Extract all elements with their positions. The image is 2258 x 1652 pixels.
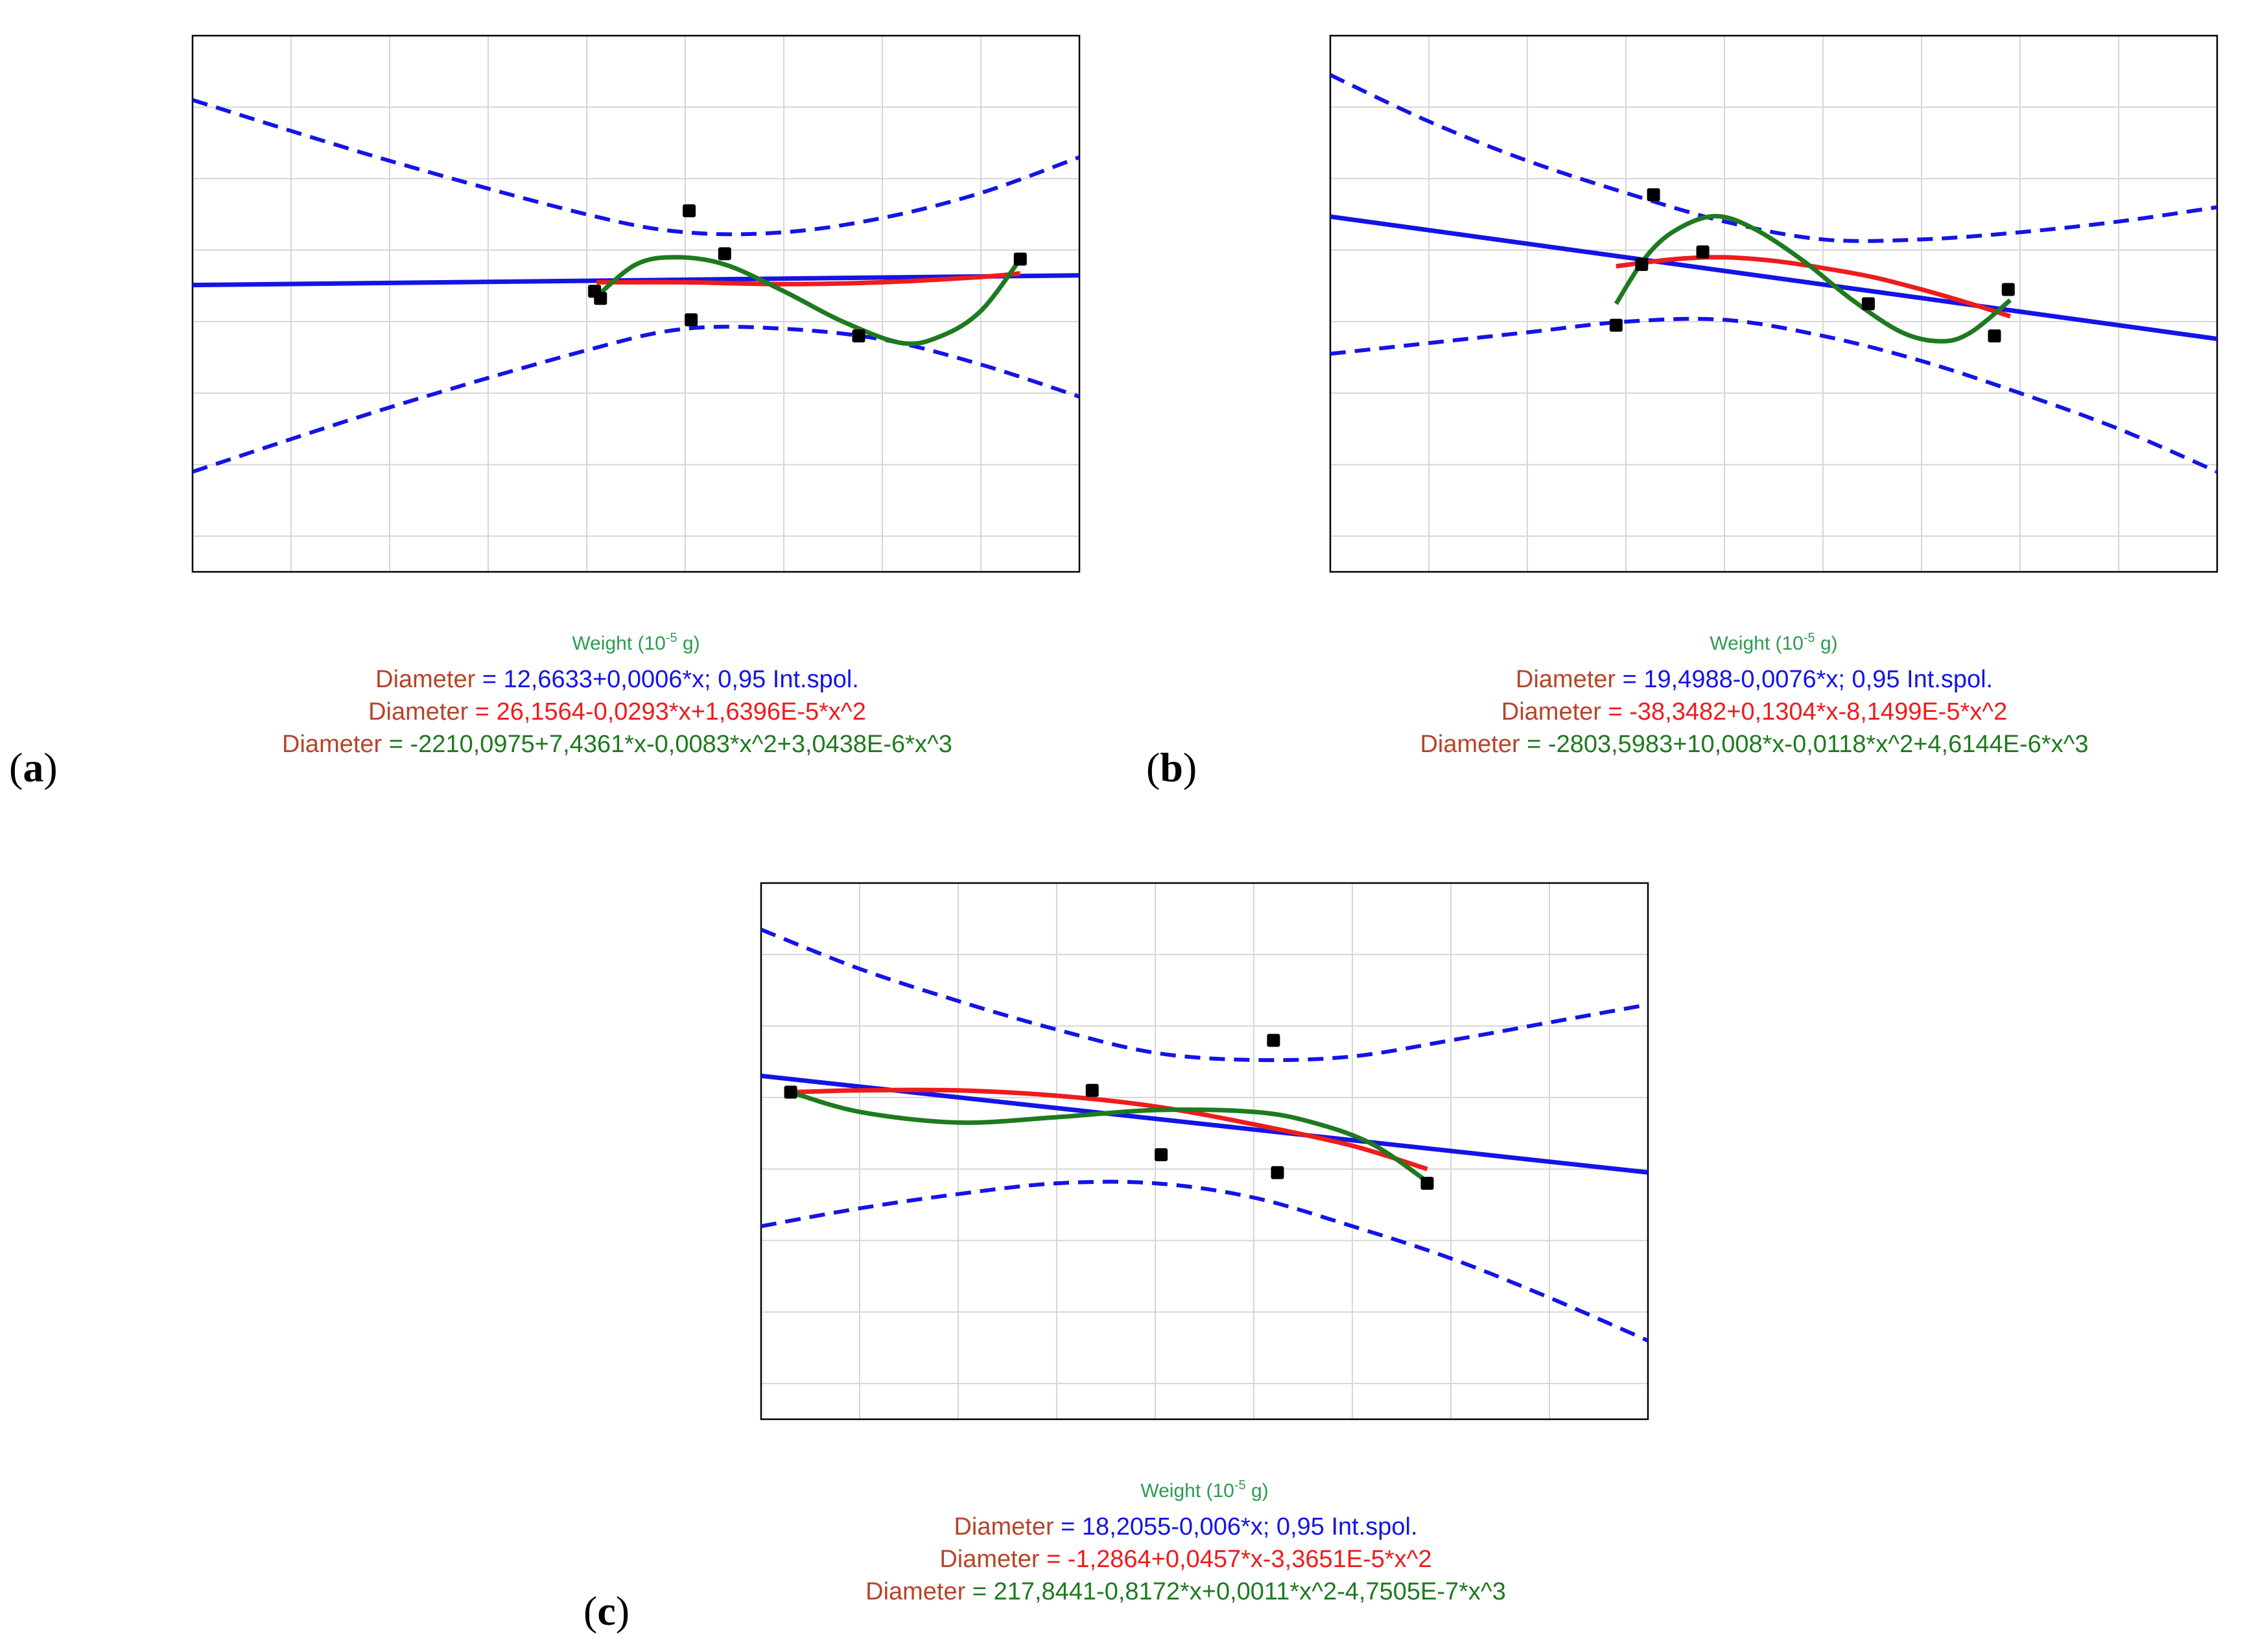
plot-area: [1330, 73, 2217, 474]
data-point: [852, 329, 865, 343]
x-label-text: Weight (10: [1710, 633, 1804, 654]
data-point: [1609, 318, 1623, 332]
chart-panel-c: Weight (10-5 g) Diameter = 18,2055-0,006*…: [583, 882, 1649, 1634]
x-axis-label: Weight (10-5 g): [572, 631, 700, 654]
x-label-unit: g): [677, 633, 700, 654]
data-point: [594, 292, 607, 305]
equation-equals: =: [1039, 1546, 1067, 1573]
panel-label: (a): [9, 744, 58, 790]
x-label-text: Weight (10: [572, 633, 666, 654]
data-point: [1696, 245, 1710, 259]
data-point: [718, 247, 731, 261]
data-point: [1267, 1033, 1280, 1047]
x-label-unit: g): [1815, 633, 1838, 654]
panel-label: (c): [583, 1588, 629, 1634]
confidence-band-upper: [1330, 73, 2217, 243]
fit-equation-cubic: Diameter = 217,8441-0,8172*x+0,0011*x^2-…: [865, 1578, 1506, 1605]
plot-frame: [191, 34, 1081, 573]
equation-equals: =: [468, 698, 496, 726]
equation-formula: 12,6633+0,0006*x; 0,95 Int.spol.: [504, 666, 859, 693]
equation-name: Diameter: [865, 1578, 965, 1605]
equation-name: Diameter: [1516, 666, 1616, 693]
confidence-band-lower: [1330, 316, 2217, 474]
plot-area: [761, 927, 1648, 1343]
data-point: [1647, 188, 1660, 202]
equation-equals: =: [1054, 1513, 1082, 1540]
equation-formula: -2803,5983+10,008*x-0,0118*x^2+4,6144E-6…: [1548, 731, 2089, 758]
fit-equation-quadratic: Diameter = -1,2864+0,0457*x-3,3651E-5*x^…: [939, 1546, 1431, 1573]
x-axis-label: Weight (10-5 g): [1140, 1478, 1268, 1502]
data-point: [2001, 283, 2015, 296]
equation-name: Diameter: [368, 698, 468, 726]
quadratic-fit-line: [1616, 255, 2011, 319]
data-point: [1271, 1166, 1284, 1179]
equation-formula: 19,4988-0,0076*x; 0,95 Int.spol.: [1643, 666, 1993, 693]
panel-letter: b: [1160, 744, 1183, 790]
fit-equation-cubic: Diameter = -2210,0975+7,4361*x-0,0083*x^…: [282, 731, 952, 758]
data-point: [1013, 252, 1027, 266]
data-point: [1155, 1148, 1168, 1162]
data-point: [683, 204, 696, 218]
equation-equals: =: [965, 1578, 993, 1605]
equation-formula: -38,3482+0,1304*x-8,1499E-5*x^2: [1629, 698, 2007, 726]
data-point: [1988, 329, 2001, 343]
equation-name: Diameter: [939, 1546, 1039, 1573]
equation-name: Diameter: [1501, 698, 1601, 726]
equation-name: Diameter: [375, 666, 475, 693]
confidence-band-lower: [761, 1179, 1648, 1343]
panel-letter: a: [23, 744, 43, 790]
x-label-text: Weight (10: [1140, 1480, 1234, 1502]
data-point: [685, 313, 698, 327]
fit-equation-cubic: Diameter = -2803,5983+10,008*x-0,0118*x^…: [1420, 731, 2088, 758]
data-point: [1085, 1083, 1099, 1097]
x-label-exponent: -5: [1234, 1478, 1246, 1493]
equation-name: Diameter: [1420, 731, 1520, 758]
equation-equals: =: [1616, 666, 1643, 693]
equation-equals: =: [1520, 731, 1548, 758]
data-point: [1635, 257, 1649, 271]
plot-area: [193, 98, 1079, 474]
quadratic-fit-line: [790, 1087, 1428, 1172]
x-label-unit: g): [1246, 1480, 1269, 1502]
confidence-band-upper: [193, 98, 1079, 237]
equation-formula: 26,1564-0,0293*x+1,6396E-5*x^2: [497, 698, 866, 726]
data-point: [1420, 1177, 1434, 1190]
panel-letter: c: [597, 1588, 615, 1634]
chart-panel-a: Weight (10-5 g) Diameter = 12,6633+0,0006…: [9, 34, 1081, 790]
plot-frame: [1329, 34, 2218, 573]
quadratic-fit-line: [596, 271, 1021, 287]
equation-formula: 18,2055-0,006*x; 0,95 Int.spol.: [1082, 1513, 1418, 1540]
fit-equation-quadratic: Diameter = 26,1564-0,0293*x+1,6396E-5*x^…: [368, 698, 866, 726]
panel-label: (b): [1146, 744, 1197, 790]
linear-fit-line: [1330, 214, 2217, 342]
chart-panel-b: Weight (10-5 g) Diameter = 19,4988-0,0076…: [1146, 34, 2218, 790]
equation-name: Diameter: [954, 1513, 1053, 1540]
equation-formula: -2210,0975+7,4361*x-0,0083*x^2+3,0438E-6…: [410, 731, 952, 758]
data-point: [1861, 297, 1875, 311]
equation-formula: -1,2864+0,0457*x-3,3651E-5*x^2: [1068, 1546, 1432, 1573]
equation-name: Diameter: [282, 731, 382, 758]
x-axis-label: Weight (10-5 g): [1710, 631, 1837, 654]
plot-frame: [760, 882, 1649, 1421]
cubic-fit-line: [790, 1090, 1429, 1184]
x-label-exponent: -5: [1804, 631, 1815, 645]
confidence-band-lower: [193, 324, 1079, 474]
equation-equals: =: [382, 731, 410, 758]
x-label-exponent: -5: [666, 631, 677, 645]
fit-equation-linear: Diameter = 19,4988-0,0076*x; 0,95 Int.sp…: [1516, 666, 1993, 693]
cubic-fit-line: [1614, 213, 2012, 344]
equation-equals: =: [1601, 698, 1629, 726]
data-point: [784, 1085, 797, 1099]
equation-formula: 217,8441-0,8172*x+0,0011*x^2-4,7505E-7*x…: [994, 1578, 1506, 1605]
fit-equation-linear: Diameter = 12,6633+0,0006*x; 0,95 Int.sp…: [375, 666, 859, 693]
confidence-band-upper: [761, 927, 1648, 1063]
cubic-fit-line: [594, 255, 1022, 346]
fit-equation-quadratic: Diameter = -38,3482+0,1304*x-8,1499E-5*x…: [1501, 698, 2007, 726]
fit-equation-linear: Diameter = 18,2055-0,006*x; 0,95 Int.spo…: [954, 1513, 1417, 1540]
equation-equals: =: [475, 666, 503, 693]
